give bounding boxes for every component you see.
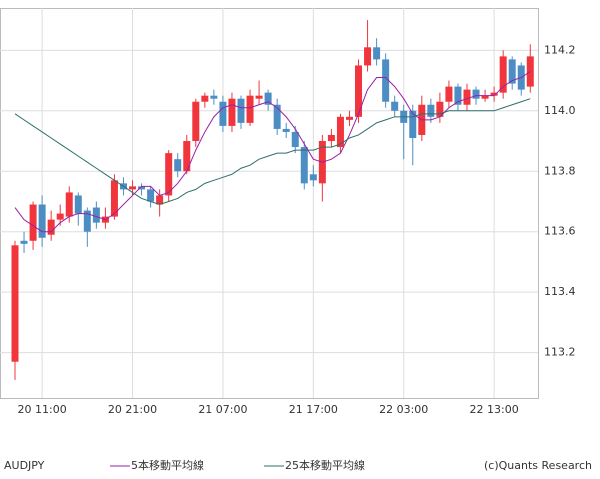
x-tick-label: 22 03:00 [379,403,428,416]
candle-body [183,141,191,172]
candle-body [38,204,46,238]
candle-body [472,89,480,99]
candle-body [138,186,146,190]
candle-body [255,95,263,99]
candle-body [345,116,353,120]
candle-body [11,245,19,362]
candle-body [174,159,182,172]
y-tick-label: 114.2 [544,43,576,56]
candle-body [47,219,55,235]
candle-body [481,95,489,99]
candle-body [65,192,73,217]
candle-body [237,98,245,123]
candle-body [391,101,399,111]
y-tick-label: 113.4 [544,285,576,298]
candle-body [373,47,381,60]
x-tick-label: 22 13:00 [470,403,519,416]
candle-body [436,101,444,117]
y-tick-label: 113.8 [544,164,576,177]
candle-body [282,128,290,132]
candle-body [364,47,372,66]
y-tick-label: 114.0 [544,104,576,117]
candle-body [192,101,200,142]
candle-body [228,98,236,126]
x-tick-label: 21 07:00 [198,403,247,416]
candle-body [463,89,471,105]
legend-label: 5本移動平均線 [131,458,204,472]
x-tick-label: 20 11:00 [18,403,67,416]
candle-body [110,180,118,217]
y-tick-label: 113.6 [544,225,576,238]
candle-body [409,110,417,138]
x-tick-label: 21 17:00 [289,403,338,416]
candle-body [210,95,218,99]
candle-body [56,213,64,220]
candle-body [129,186,137,190]
candle-body [74,195,82,214]
candle-body [490,92,498,96]
candle-body [445,86,453,102]
candle-body [300,147,308,184]
plot-frame [0,8,539,399]
candle-body [427,104,435,117]
candle-body [92,207,100,223]
candle-body [499,56,507,93]
candle-body [156,195,164,205]
candle-body [382,59,390,102]
symbol: AUDJPY [4,459,45,472]
candle-body [20,240,28,244]
y-tick-label: 113.2 [544,346,576,359]
candle-body [336,116,344,148]
x-tick-label: 20 21:00 [108,403,157,416]
ma-line [14,98,531,206]
candle-body [219,101,227,126]
credit: (c)Quants Research [484,459,592,472]
candle-body [309,174,317,181]
candle-body [454,86,462,105]
candle-body [246,95,254,123]
legend-label: 25本移動平均線 [285,458,365,472]
candle-body [147,189,155,202]
candle-body [508,59,516,84]
candle-body [83,210,91,232]
candle-body [201,95,209,102]
candle-body [264,92,272,105]
candle-body [327,134,335,142]
ma-line [14,71,531,233]
candle-body [355,65,363,117]
candle-body [273,104,281,129]
candle-body [165,153,173,196]
candle-body [291,131,299,148]
candle-body [29,204,37,241]
